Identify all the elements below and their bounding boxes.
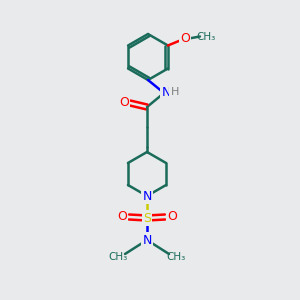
Text: O: O [119,95,129,109]
Text: O: O [117,211,127,224]
Text: CH₃: CH₃ [196,32,215,41]
Text: CH₃: CH₃ [167,252,186,262]
Text: O: O [180,32,190,45]
Text: H: H [171,87,179,97]
Text: O: O [167,211,177,224]
Text: N: N [142,233,152,247]
Text: CH₃: CH₃ [108,252,128,262]
Text: N: N [161,85,171,98]
Text: S: S [143,212,151,224]
Text: N: N [142,190,152,202]
